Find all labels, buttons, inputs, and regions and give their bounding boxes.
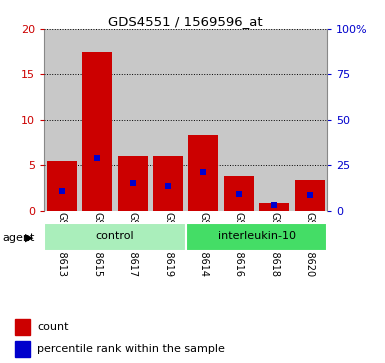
Bar (221, 29, 256, 211)
Bar (188, 135, 218, 211)
Bar (15, 319, 30, 335)
Bar (82, 52, 112, 211)
Bar (153, 156, 183, 211)
Bar (151, 29, 186, 211)
Bar (80, 29, 115, 211)
Text: percentile rank within the sample: percentile rank within the sample (37, 344, 225, 354)
Text: count: count (37, 322, 69, 332)
Bar (118, 156, 148, 211)
Bar (44, 223, 186, 251)
Text: agent: agent (2, 233, 34, 243)
Bar (295, 180, 325, 211)
Text: interleukin-10: interleukin-10 (218, 231, 296, 241)
Bar (224, 176, 254, 211)
Bar (256, 29, 292, 211)
Text: control: control (96, 231, 134, 241)
Bar (115, 29, 151, 211)
Bar (259, 203, 289, 211)
Bar (15, 340, 30, 357)
Text: ▶: ▶ (25, 233, 33, 243)
Bar (186, 29, 221, 211)
Bar (47, 160, 77, 211)
Bar (292, 29, 327, 211)
Title: GDS4551 / 1569596_at: GDS4551 / 1569596_at (109, 15, 263, 28)
Bar (186, 223, 327, 251)
Bar (44, 29, 80, 211)
